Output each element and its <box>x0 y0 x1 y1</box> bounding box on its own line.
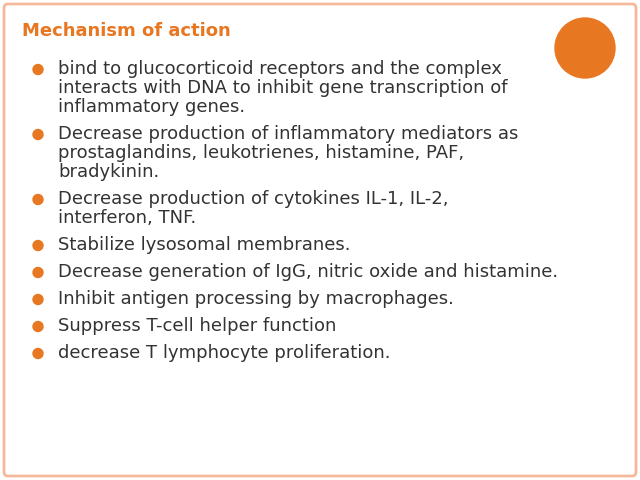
Circle shape <box>555 18 615 78</box>
Circle shape <box>33 322 43 332</box>
Circle shape <box>33 130 43 140</box>
Circle shape <box>33 348 43 359</box>
Circle shape <box>33 64 43 74</box>
Circle shape <box>33 194 43 204</box>
Circle shape <box>33 240 43 251</box>
Text: interacts with DNA to inhibit gene transcription of: interacts with DNA to inhibit gene trans… <box>58 79 508 97</box>
Text: Mechanism of action: Mechanism of action <box>22 22 231 40</box>
Circle shape <box>33 267 43 277</box>
Text: Suppress T-cell helper function: Suppress T-cell helper function <box>58 317 337 335</box>
Text: decrease T lymphocyte proliferation.: decrease T lymphocyte proliferation. <box>58 344 390 362</box>
Text: prostaglandins, leukotrienes, histamine, PAF,: prostaglandins, leukotrienes, histamine,… <box>58 144 464 162</box>
Text: Decrease production of inflammatory mediators as: Decrease production of inflammatory medi… <box>58 125 518 143</box>
Text: inflammatory genes.: inflammatory genes. <box>58 98 245 116</box>
Text: interferon, TNF.: interferon, TNF. <box>58 209 196 227</box>
Text: Decrease generation of IgG, nitric oxide and histamine.: Decrease generation of IgG, nitric oxide… <box>58 263 558 281</box>
Text: Inhibit antigen processing by macrophages.: Inhibit antigen processing by macrophage… <box>58 290 454 308</box>
FancyBboxPatch shape <box>4 4 636 476</box>
Text: Decrease production of cytokines IL-1, IL-2,: Decrease production of cytokines IL-1, I… <box>58 190 449 208</box>
Circle shape <box>33 295 43 304</box>
Text: bind to glucocorticoid receptors and the complex: bind to glucocorticoid receptors and the… <box>58 60 502 78</box>
Text: bradykinin.: bradykinin. <box>58 163 159 181</box>
Text: Stabilize lysosomal membranes.: Stabilize lysosomal membranes. <box>58 236 351 254</box>
